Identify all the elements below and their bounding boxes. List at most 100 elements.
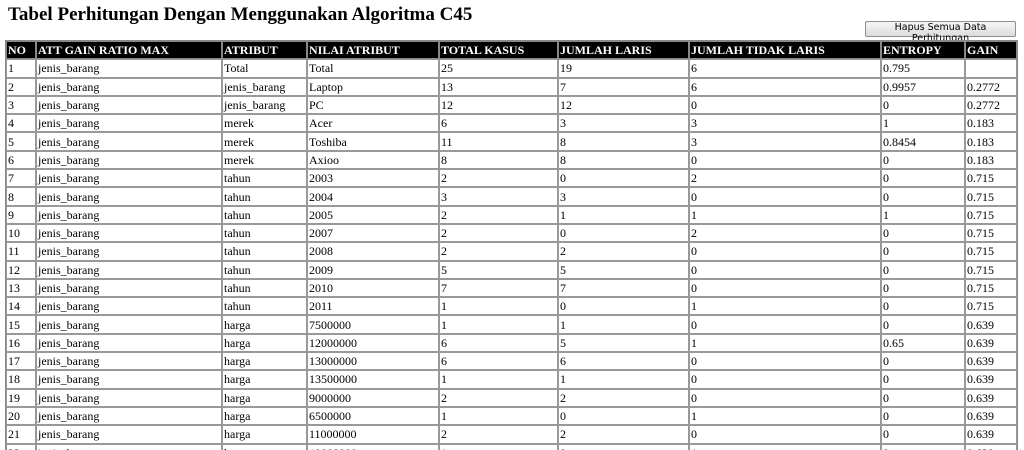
cell-jumlah-laris: 5 [558,333,689,353]
cell-gain: 0.715 [965,169,1017,188]
cell-jumlah-tidak-laris: 0 [689,150,881,170]
table-row: 10 jenis_barang tahun 2007 2 0 2 0 0.715 [6,223,1017,243]
cell-no: 19 [6,388,36,407]
table-row: 14 jenis_barang tahun 2011 1 0 1 0 0.715 [6,297,1017,316]
table-row: 8 jenis_barang tahun 2004 3 3 0 0 0.715 [6,187,1017,206]
cell-gain: 0.639 [965,388,1017,407]
cell-total-kasus: 2 [439,169,558,188]
cell-nilai-atribut: 2004 [307,187,439,206]
cell-no: 5 [6,132,36,151]
cell-no: 9 [6,205,36,224]
table-row: 20 jenis_barang harga 6500000 1 0 1 0 0.639 [6,406,1017,426]
cell-entropy: 0 [881,223,965,243]
cell-nilai-atribut: 2005 [307,205,439,224]
cell-no: 21 [6,425,36,444]
header-entropy: ENTROPY [881,41,965,60]
cell-jumlah-tidak-laris: 0 [689,352,881,371]
cell-no: 4 [6,114,36,133]
table-row: 2 jenis_barang jenis_barang Laptop 13 7 6 0.995… [6,77,1017,96]
cell-atribut: Total [222,59,307,78]
cell-jumlah-laris: 0 [558,169,689,188]
cell-jumlah-tidak-laris: 0 [689,388,881,407]
cell-total-kasus: 3 [439,187,558,206]
cell-att-gain-ratio-max: jenis_barang [36,114,222,133]
table-row: 1 jenis_barang Total Total 25 19 6 0.795 [6,59,1017,78]
cell-atribut: tahun [222,169,307,188]
cell-gain: 0.639 [965,443,1017,450]
table-row: 7 jenis_barang tahun 2003 2 0 2 0 0.715 [6,169,1017,188]
cell-jumlah-laris: 5 [558,260,689,279]
cell-atribut: harga [222,333,307,353]
cell-atribut: harga [222,352,307,371]
cell-att-gain-ratio-max: jenis_barang [36,278,222,298]
cell-att-gain-ratio-max: jenis_barang [36,260,222,279]
table-row: 3 jenis_barang jenis_barang PC 12 12 0 0 0.2772 [6,95,1017,115]
cell-entropy: 0 [881,278,965,298]
page-title: Tabel Perhitungan Dengan Menggunakan Alg… [8,4,473,25]
cell-nilai-atribut: 7500000 [307,315,439,334]
cell-total-kasus: 25 [439,59,558,78]
cell-att-gain-ratio-max: jenis_barang [36,388,222,407]
header-jumlah-laris: JUMLAH LARIS [558,41,689,60]
cell-entropy: 0 [881,352,965,371]
cell-jumlah-tidak-laris: 0 [689,260,881,279]
cell-nilai-atribut: Total [307,59,439,78]
cell-atribut: harga [222,315,307,334]
cell-nilai-atribut: 2009 [307,260,439,279]
cell-jumlah-laris: 3 [558,114,689,133]
cell-jumlah-laris: 7 [558,278,689,298]
table-row: 17 jenis_barang harga 13000000 6 6 0 0 0.639 [6,352,1017,371]
cell-jumlah-tidak-laris: 1 [689,205,881,224]
cell-atribut: tahun [222,205,307,224]
cell-att-gain-ratio-max: jenis_barang [36,150,222,170]
cell-jumlah-laris: 0 [558,406,689,426]
table-row: 11 jenis_barang tahun 2008 2 2 0 0 0.715 [6,242,1017,261]
cell-jumlah-tidak-laris: 1 [689,297,881,316]
cell-nilai-atribut: 13500000 [307,370,439,389]
cell-entropy: 0 [881,388,965,407]
cell-no: 10 [6,223,36,243]
cell-no: 11 [6,242,36,261]
cell-gain: 0.715 [965,278,1017,298]
cell-total-kasus: 6 [439,114,558,133]
cell-nilai-atribut: 2010 [307,278,439,298]
cell-jumlah-tidak-laris: 1 [689,333,881,353]
cell-jumlah-tidak-laris: 1 [689,443,881,450]
cell-nilai-atribut: Acer [307,114,439,133]
cell-total-kasus: 5 [439,260,558,279]
cell-jumlah-laris: 0 [558,223,689,243]
cell-entropy: 0 [881,315,965,334]
cell-no: 22 [6,443,36,450]
cell-no: 14 [6,297,36,316]
cell-nilai-atribut: 2003 [307,169,439,188]
cell-gain: 0.715 [965,205,1017,224]
cell-nilai-atribut: 13000000 [307,352,439,371]
cell-total-kasus: 11 [439,132,558,151]
cell-jumlah-laris: 0 [558,297,689,316]
cell-entropy: 0 [881,95,965,115]
table-row: 22jenis_barangharga1000000010100.639 [6,443,1017,450]
cell-jumlah-laris: 2 [558,425,689,444]
cell-no: 12 [6,260,36,279]
cell-total-kasus: 1 [439,297,558,316]
cell-gain: 0.715 [965,297,1017,316]
cell-jumlah-laris: 12 [558,95,689,115]
cell-jumlah-laris: 1 [558,205,689,224]
cell-atribut: tahun [222,278,307,298]
cell-att-gain-ratio-max: jenis_barang [36,315,222,334]
cell-gain: 0.639 [965,370,1017,389]
cell-entropy: 0 [881,370,965,389]
cell-att-gain-ratio-max: jenis_barang [36,187,222,206]
cell-jumlah-laris: 1 [558,315,689,334]
delete-all-calculations-button[interactable]: Hapus Semua Data Perhitungan [865,21,1016,44]
cell-nilai-atribut: 2011 [307,297,439,316]
table-row: 18 jenis_barang harga 13500000 1 1 0 0 0.639 [6,370,1017,389]
header-total-kasus: TOTAL KASUS [439,41,558,60]
cell-total-kasus: 6 [439,352,558,371]
cell-nilai-atribut: 6500000 [307,406,439,426]
cell-jumlah-laris: 7 [558,77,689,96]
cell-atribut: merek [222,150,307,170]
cell-nilai-atribut: Axioo [307,150,439,170]
cell-no: 20 [6,406,36,426]
cell-entropy: 0 [881,297,965,316]
